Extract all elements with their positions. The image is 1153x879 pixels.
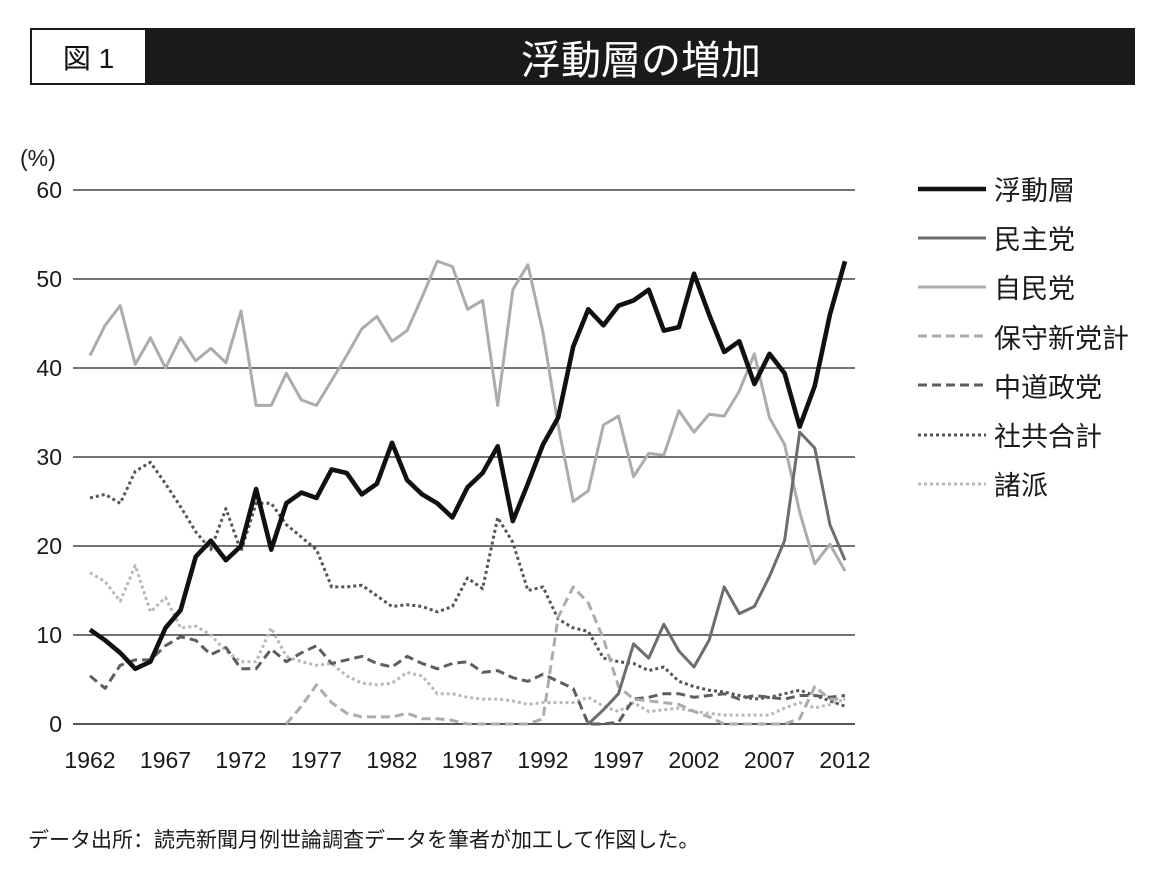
x-tick-label: 1967 bbox=[140, 747, 191, 773]
legend-label: 中道政党 bbox=[994, 372, 1102, 403]
x-tick-label: 1962 bbox=[64, 747, 115, 773]
x-tick-label: 1987 bbox=[442, 747, 493, 773]
legend-item: 諸派 bbox=[918, 459, 1129, 508]
legend-label: 保守新党計 bbox=[994, 323, 1129, 354]
legend-swatch bbox=[918, 186, 986, 191]
y-tick-label: 10 bbox=[36, 622, 62, 648]
floating-voters-line bbox=[88, 260, 848, 672]
legend-item: 中道政党 bbox=[918, 361, 1129, 410]
series-lines bbox=[88, 259, 848, 726]
y-tick-label: 50 bbox=[36, 266, 62, 292]
chart-title: 浮動層の増加 bbox=[521, 38, 761, 83]
x-tick-label: 1982 bbox=[366, 747, 417, 773]
y-axis: 0 10 20 30 40 50 60 (%) bbox=[20, 145, 62, 737]
x-tick-label: 1992 bbox=[517, 747, 568, 773]
legend-item: 民主党 bbox=[918, 213, 1129, 262]
legend-item: 自民党 bbox=[918, 262, 1129, 311]
y-tick-label: 30 bbox=[36, 444, 62, 470]
legend-item: 社共合計 bbox=[918, 410, 1129, 459]
x-tick-label: 1977 bbox=[291, 747, 342, 773]
x-tick-label: 2002 bbox=[668, 747, 719, 773]
y-axis-unit-label: (%) bbox=[20, 145, 56, 171]
legend-item: 保守新党計 bbox=[918, 312, 1129, 361]
y-tick-label: 0 bbox=[49, 711, 62, 737]
source-note: データ出所：読売新聞月例世論調査データを筆者が加工して作図した。 bbox=[28, 829, 700, 852]
legend-swatch bbox=[918, 482, 986, 486]
minor-parties-line bbox=[89, 564, 846, 717]
legend-swatch bbox=[918, 334, 986, 338]
legend-label: 自民党 bbox=[994, 274, 1075, 305]
x-tick-label: 2007 bbox=[744, 747, 795, 773]
legend-swatch bbox=[918, 285, 986, 289]
legend: 浮動層民主党自民党保守新党計中道政党社共合計諸派 bbox=[918, 164, 1129, 508]
x-axis: 1962 1967 1972 1977 1982 1987 1992 1997 2002 2007… bbox=[64, 747, 870, 773]
legend-swatch bbox=[918, 236, 986, 240]
figure-number-label: 図 1 bbox=[30, 28, 147, 85]
legend-label: 民主党 bbox=[994, 225, 1075, 256]
x-tick-label: 2012 bbox=[819, 747, 870, 773]
y-tick-label: 40 bbox=[36, 355, 62, 381]
socialist-communist-line bbox=[89, 460, 846, 708]
new-conservative-parties-line bbox=[285, 585, 845, 726]
centrist-parties-line bbox=[89, 635, 846, 726]
chart-title-banner: 浮動層の増加 bbox=[147, 28, 1135, 85]
legend-swatch bbox=[918, 383, 986, 387]
x-tick-label: 1997 bbox=[593, 747, 644, 773]
ldp-line bbox=[88, 259, 847, 572]
legend-label: 諸派 bbox=[994, 471, 1048, 502]
gridlines bbox=[73, 189, 855, 725]
dpj-line bbox=[587, 430, 847, 726]
legend-item: 浮動層 bbox=[918, 164, 1129, 213]
legend-swatch bbox=[918, 433, 986, 437]
x-tick-label: 1972 bbox=[215, 747, 266, 773]
y-tick-label: 20 bbox=[36, 533, 62, 559]
y-tick-label: 60 bbox=[36, 177, 62, 203]
legend-label: 社共合計 bbox=[994, 422, 1102, 453]
legend-label: 浮動層 bbox=[994, 176, 1075, 207]
